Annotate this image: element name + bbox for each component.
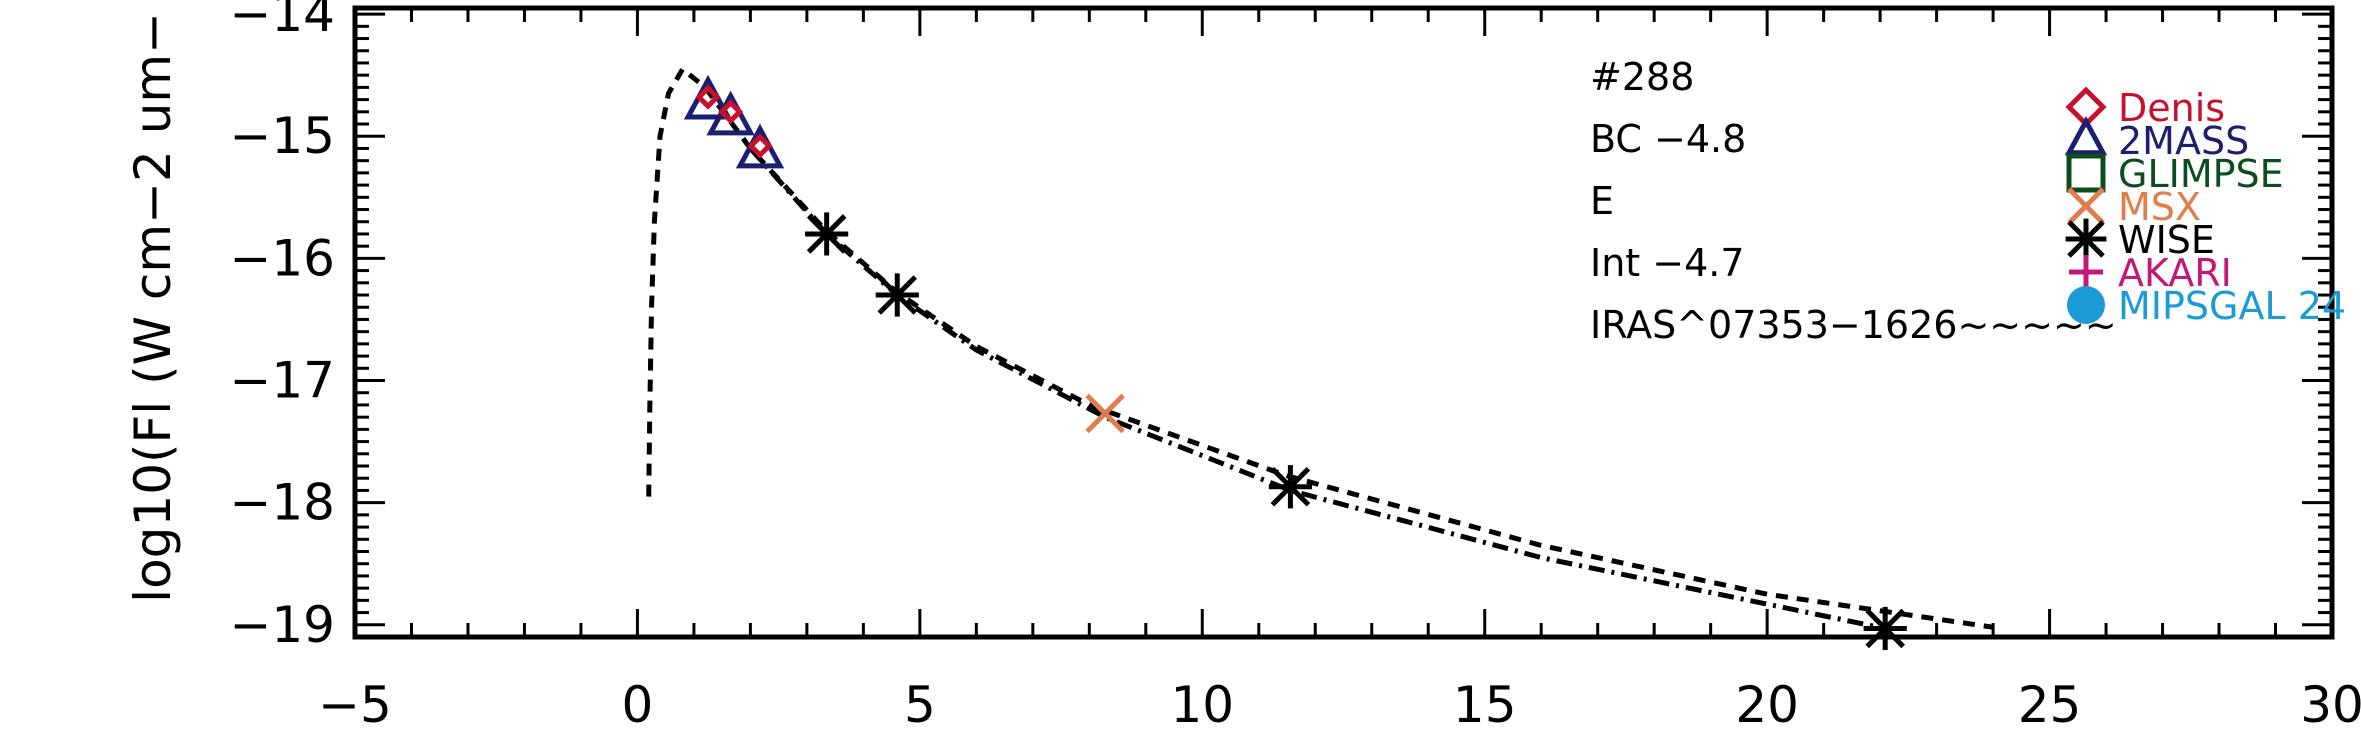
- y-tick-label: −16: [229, 229, 335, 287]
- annotation-line: E: [1590, 179, 1614, 223]
- plot-frame: [352, 5, 2335, 640]
- dashdot-model-curve: [748, 146, 1886, 631]
- legend-item: MIPSGAL 24: [2067, 284, 2346, 328]
- legend-item: WISE: [2065, 218, 2215, 262]
- model-curves: [646, 65, 1994, 631]
- legend-label: Denis: [2118, 86, 2225, 130]
- x-tick-label: 10: [1170, 676, 1234, 734]
- x-tick-label: 30: [2300, 676, 2361, 734]
- asterisk-marker: [1268, 465, 1313, 509]
- asterisk-marker: [875, 273, 919, 317]
- x-tick-label: 25: [2018, 676, 2082, 734]
- x-marker: [1085, 393, 1125, 434]
- triangle-marker: [706, 90, 755, 136]
- legend-label: MIPSGAL 24: [2118, 284, 2346, 328]
- legend-label: GLIMPSE: [2118, 152, 2284, 196]
- y-axis-label: log10(Fl (W cm−2 um−: [124, 12, 182, 603]
- annotation-line: #288: [1590, 55, 1694, 99]
- dashed-model-curve: [646, 65, 1994, 630]
- y-tick-label: −18: [229, 474, 335, 532]
- x-tick-label: 5: [904, 676, 936, 734]
- legend-item: MSX: [2067, 185, 2201, 229]
- series-denis: [695, 84, 773, 159]
- legend-item: GLIMPSE: [2066, 152, 2284, 196]
- legend-item: AKARI: [2069, 251, 2232, 295]
- asterisk-marker: [805, 212, 849, 256]
- x-tick-label: 20: [1735, 676, 1799, 734]
- legend-label: WISE: [2118, 218, 2215, 262]
- legend-circle-icon: [2067, 286, 2105, 324]
- legend-label: AKARI: [2118, 251, 2232, 295]
- annotation-line: IRAS^07353−1626~~~~~: [1590, 303, 2117, 347]
- legend-label: 2MASS: [2118, 119, 2249, 163]
- diamond-marker: [718, 99, 744, 125]
- legend-square-icon: [2066, 153, 2106, 193]
- legend-x-icon-stroke: [2067, 187, 2105, 225]
- diamond-marker: [695, 84, 721, 110]
- y-tick-label: −17: [229, 352, 335, 410]
- x-tick-label: 15: [1453, 676, 1517, 734]
- annotation-line: Int −4.7: [1590, 241, 1745, 285]
- legend-item: Denis: [2065, 86, 2225, 130]
- axis-ticks: [353, 8, 2334, 637]
- annotation-line: BC −4.8: [1590, 117, 1746, 161]
- diamond-marker: [747, 133, 773, 159]
- y-tick-label: −14: [229, 0, 335, 43]
- series-wise: [805, 212, 1907, 651]
- legend-asterisk-icon: [2065, 218, 2107, 260]
- legend-plus-icon: [2069, 255, 2103, 289]
- plot-axes: [352, 5, 2335, 640]
- x-tick-label: −5: [318, 676, 392, 734]
- legend-triangle-icon: [2064, 116, 2108, 156]
- legend-label: MSX: [2118, 185, 2201, 229]
- x-tick-label: 0: [622, 676, 654, 734]
- axis-tick-labels: −5 0 5 10 15 20 25 30 −14 −15 −16 −17 −18 −19: [229, 0, 2361, 734]
- x-marker-stroke: [1085, 393, 1125, 434]
- data-markers: [683, 74, 1907, 651]
- legend-item: 2MASS: [2064, 116, 2249, 163]
- annotation-block: #288 BC −4.8 E Int −4.7 IRAS^07353−1626~~~~~: [1590, 55, 2117, 347]
- series-msx: [1085, 393, 1125, 434]
- y-tick-label: −19: [229, 596, 335, 654]
- legend-x-icon: [2067, 187, 2105, 225]
- y-tick-label: −15: [229, 107, 335, 165]
- asterisk-marker: [1863, 606, 1907, 651]
